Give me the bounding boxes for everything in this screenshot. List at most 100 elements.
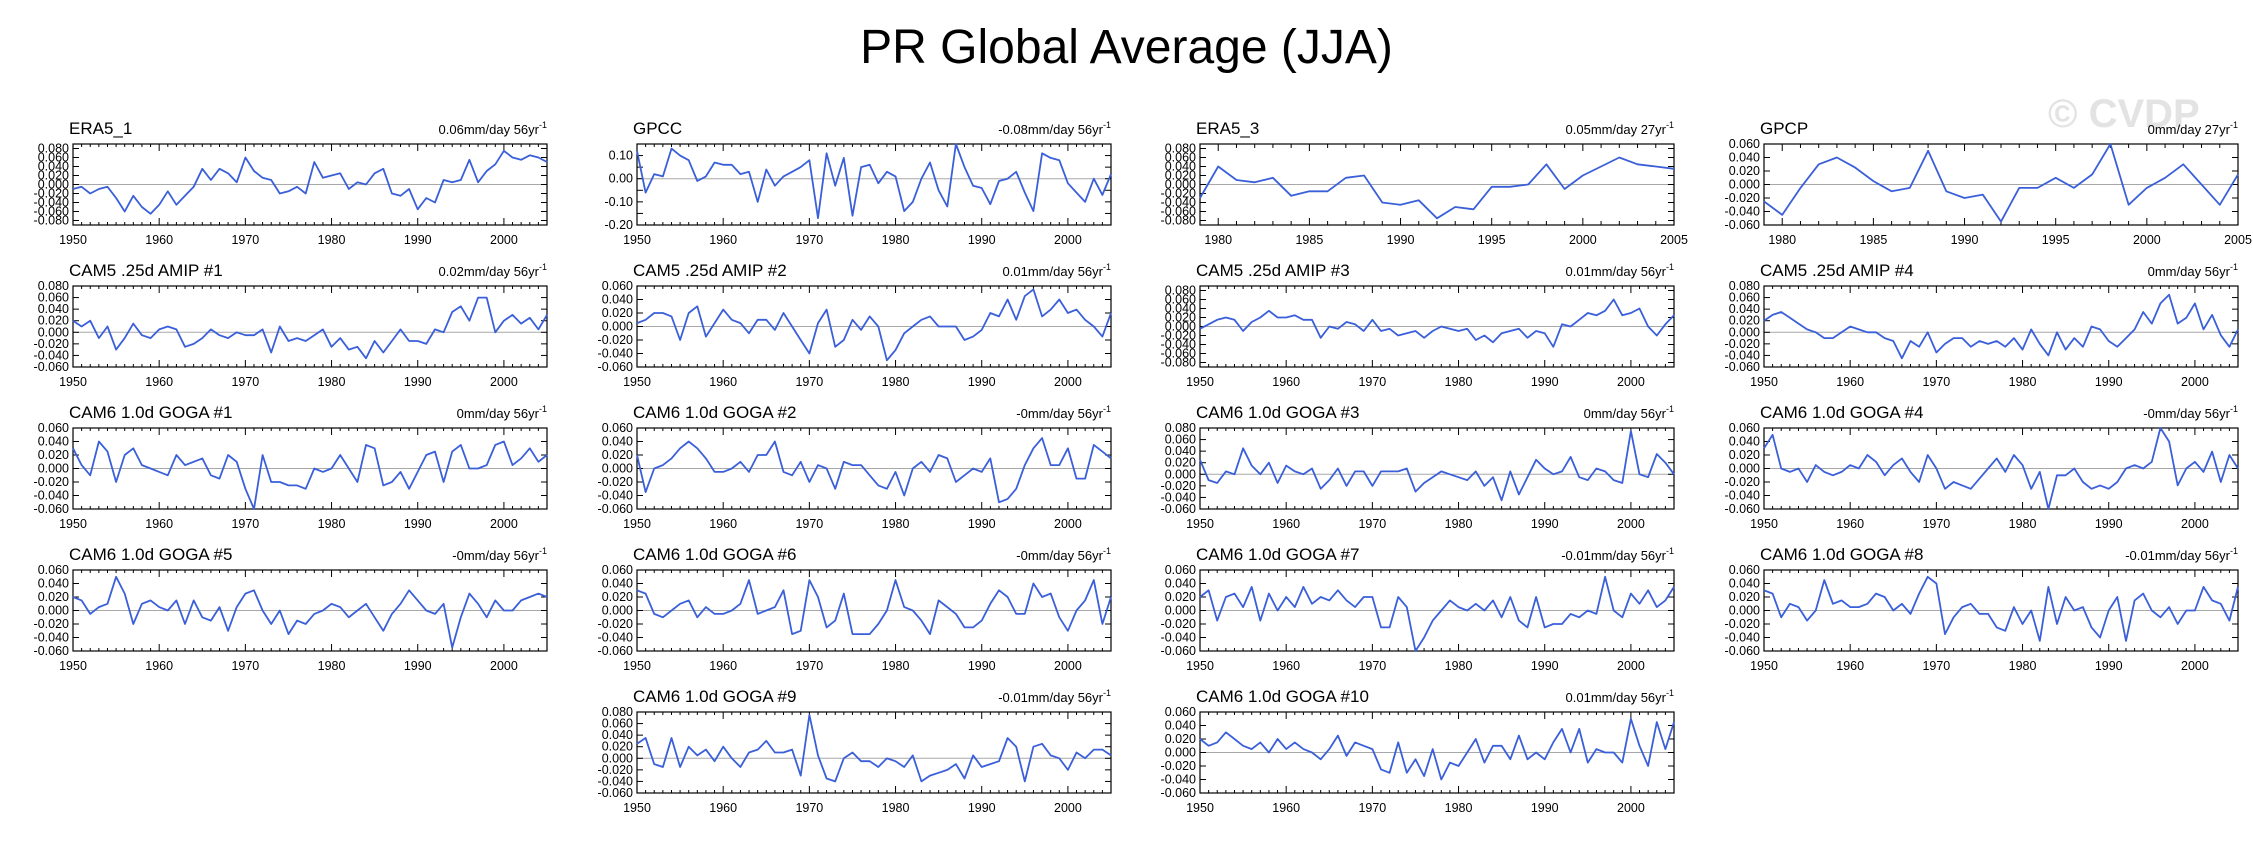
plot-frame — [636, 143, 1112, 226]
trend-label: -0.01mm/day 56yr-1 — [1561, 546, 1674, 563]
x-tick-label: 2005 — [2224, 233, 2252, 247]
y-tick-label: 0.020 — [1165, 456, 1196, 470]
x-tick-label: 2000 — [1617, 801, 1645, 815]
x-tick-label: 1970 — [1358, 801, 1386, 815]
y-tick-label: 0.000 — [38, 325, 69, 339]
x-tick-label: 2000 — [1617, 517, 1645, 531]
y-tick-label: 0.040 — [1165, 719, 1196, 733]
y-tick-label: -0.040 — [34, 489, 69, 503]
y-tick-label: 0.060 — [1729, 421, 1760, 435]
x-tick-label: 1990 — [968, 233, 996, 247]
plot-frame — [636, 711, 1112, 794]
series-line — [1199, 298, 1675, 348]
y-tick-label: -0.020 — [1161, 329, 1196, 343]
y-tick-label: 0.080 — [1165, 421, 1196, 435]
x-tick-label: 1960 — [1272, 517, 1300, 531]
panel-13: 0.0600.0400.0200.000-0.020-0.040-0.06019… — [34, 545, 548, 673]
x-tick-label: 1960 — [1836, 517, 1864, 531]
y-tick-label: 0.040 — [1165, 160, 1196, 174]
y-tick-label: 0.040 — [38, 160, 69, 174]
y-tick-label: -0.020 — [34, 337, 69, 351]
x-tick-label: 1950 — [1186, 375, 1214, 389]
trend-value: 0.01mm/day 56yr — [1566, 264, 1667, 279]
y-tick-label: 0.060 — [38, 151, 69, 165]
y-tick-label: 0.020 — [1165, 590, 1196, 604]
y-tick-label: -0.20 — [605, 218, 634, 232]
x-tick-label: 1960 — [1272, 801, 1300, 815]
x-tick-label: 1990 — [968, 801, 996, 815]
y-tick-label: 0.080 — [1165, 284, 1196, 298]
y-tick-label: -0.060 — [1725, 218, 1760, 232]
y-tick-label: -0.060 — [1725, 502, 1760, 516]
x-tick-label: 1960 — [145, 517, 173, 531]
trend-value: -0.01mm/day 56yr — [998, 690, 1103, 705]
trend-value: 0mm/day 56yr — [457, 406, 540, 421]
y-tick-label: -0.040 — [1725, 631, 1760, 645]
y-tick-label: -0.040 — [1161, 196, 1196, 210]
x-tick-label: 1980 — [882, 801, 910, 815]
trend-exponent: -1 — [1666, 546, 1674, 556]
trend-label: 0mm/day 56yr-1 — [1584, 404, 1674, 421]
y-tick-label: -0.020 — [34, 617, 69, 631]
series-line — [636, 143, 1112, 220]
x-tick-label: 1970 — [795, 659, 823, 673]
x-tick-label: 1950 — [1186, 517, 1214, 531]
y-tick-label: -0.040 — [1161, 631, 1196, 645]
x-tick-label: 1990 — [404, 233, 432, 247]
panel-17: 0.0800.0600.0400.0200.000-0.020-0.040-0.… — [598, 687, 1112, 815]
y-tick-label: 0.000 — [602, 604, 633, 618]
x-tick-label: 1985 — [1859, 233, 1887, 247]
y-tick-label: -0.040 — [1161, 490, 1196, 504]
trend-label: 0.02mm/day 56yr-1 — [439, 262, 547, 279]
x-tick-label: 1950 — [59, 659, 87, 673]
trend-value: 0mm/day 56yr — [2148, 264, 2231, 279]
trend-label: -0mm/day 56yr-1 — [452, 546, 547, 563]
y-tick-label: -0.020 — [1725, 475, 1760, 489]
x-tick-label: 1970 — [1922, 517, 1950, 531]
x-tick-label: 2000 — [2181, 375, 2209, 389]
x-tick-label: 2000 — [1569, 233, 1597, 247]
y-tick-label: 0.080 — [38, 279, 69, 293]
y-tick-label: 0.060 — [38, 421, 69, 435]
y-tick-label: 0.060 — [1165, 563, 1196, 577]
y-tick-label: 0.10 — [609, 149, 633, 163]
x-tick-label: 1980 — [318, 233, 346, 247]
trend-exponent: -1 — [2230, 404, 2238, 414]
y-tick-label: -0.060 — [34, 644, 69, 658]
x-tick-label: 1980 — [318, 517, 346, 531]
series-line — [72, 440, 548, 510]
x-tick-label: 1970 — [231, 659, 259, 673]
y-tick-label: 0.000 — [1165, 746, 1196, 760]
panel-title: CAM6 1.0d GOGA #8 — [1760, 545, 1923, 564]
x-tick-label: 1950 — [623, 233, 651, 247]
trend-exponent: -1 — [1666, 262, 1674, 272]
x-tick-label: 1970 — [795, 517, 823, 531]
y-tick-label: 0.040 — [1729, 435, 1760, 449]
y-tick-label: 0.000 — [1729, 604, 1760, 618]
trend-value: -0mm/day 56yr — [452, 548, 539, 563]
y-tick-label: 0.040 — [38, 435, 69, 449]
x-tick-label: 1970 — [231, 517, 259, 531]
panel-title: CAM6 1.0d GOGA #1 — [69, 403, 232, 422]
y-tick-label: -0.020 — [1725, 617, 1760, 631]
y-tick-label: 0.040 — [1165, 444, 1196, 458]
x-tick-label: 1960 — [1836, 375, 1864, 389]
y-tick-label: -0.020 — [1161, 187, 1196, 201]
x-tick-label: 1990 — [1531, 801, 1559, 815]
trend-value: 0.02mm/day 56yr — [439, 264, 540, 279]
x-tick-label: 1980 — [882, 517, 910, 531]
y-tick-label: 0.020 — [38, 169, 69, 183]
x-tick-label: 1960 — [709, 233, 737, 247]
y-tick-label: -0.020 — [598, 333, 633, 347]
trend-value: 0.06mm/day 56yr — [439, 122, 540, 137]
y-tick-label: 0.000 — [1165, 604, 1196, 618]
trend-value: 0.01mm/day 56yr — [1003, 264, 1104, 279]
y-tick-label: 0.060 — [1165, 293, 1196, 307]
x-tick-label: 1950 — [59, 233, 87, 247]
y-tick-label: -0.040 — [598, 774, 633, 788]
y-tick-label: -0.040 — [1725, 348, 1760, 362]
x-tick-label: 2000 — [2133, 233, 2161, 247]
x-tick-label: 1995 — [1478, 233, 1506, 247]
y-tick-label: 0.020 — [38, 314, 69, 328]
